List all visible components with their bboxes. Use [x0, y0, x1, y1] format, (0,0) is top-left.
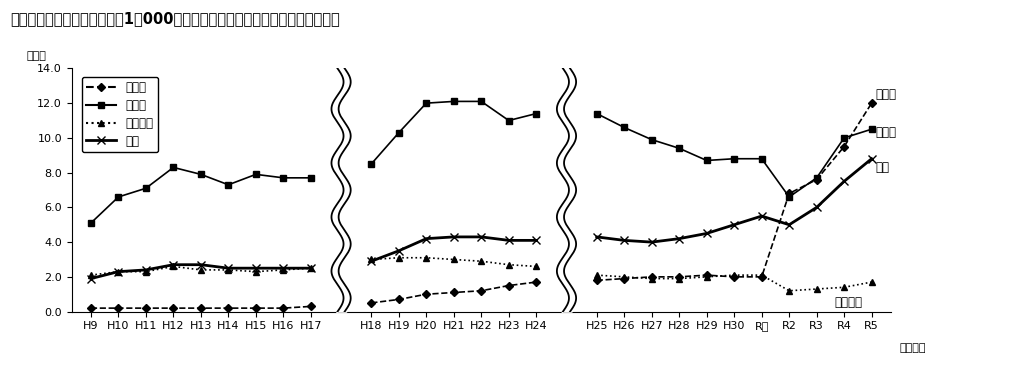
Text: 中学校: 中学校: [876, 126, 897, 139]
Text: 小学校: 小学校: [876, 88, 897, 101]
Text: ＜参考３＞　暴力行発生率（1，000人当たりの暴力行発生件数）の推移グラフ: ＜参考３＞ 暴力行発生率（1，000人当たりの暴力行発生件数）の推移グラフ: [10, 11, 340, 26]
Text: 高等学校: 高等学校: [835, 296, 862, 309]
Text: 合計: 合計: [876, 161, 890, 174]
Text: （件）: （件）: [27, 51, 46, 61]
Text: （年度）: （年度）: [899, 343, 926, 353]
Legend: 小学校, 中学校, 高等学校, 合計: 小学校, 中学校, 高等学校, 合計: [82, 77, 158, 152]
